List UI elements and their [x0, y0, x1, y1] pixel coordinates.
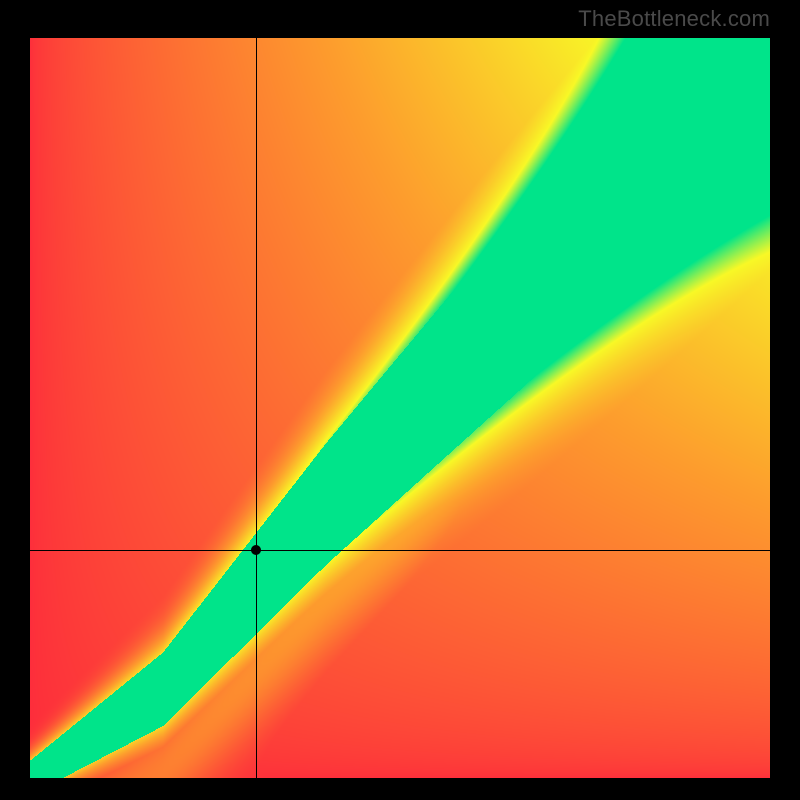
crosshair-horizontal — [30, 550, 770, 551]
crosshair-dot — [251, 545, 261, 555]
chart-frame: TheBottleneck.com — [0, 0, 800, 800]
plot-area — [30, 38, 770, 778]
watermark-text: TheBottleneck.com — [578, 6, 770, 32]
crosshair-vertical — [256, 38, 257, 778]
heatmap-canvas — [30, 38, 770, 778]
